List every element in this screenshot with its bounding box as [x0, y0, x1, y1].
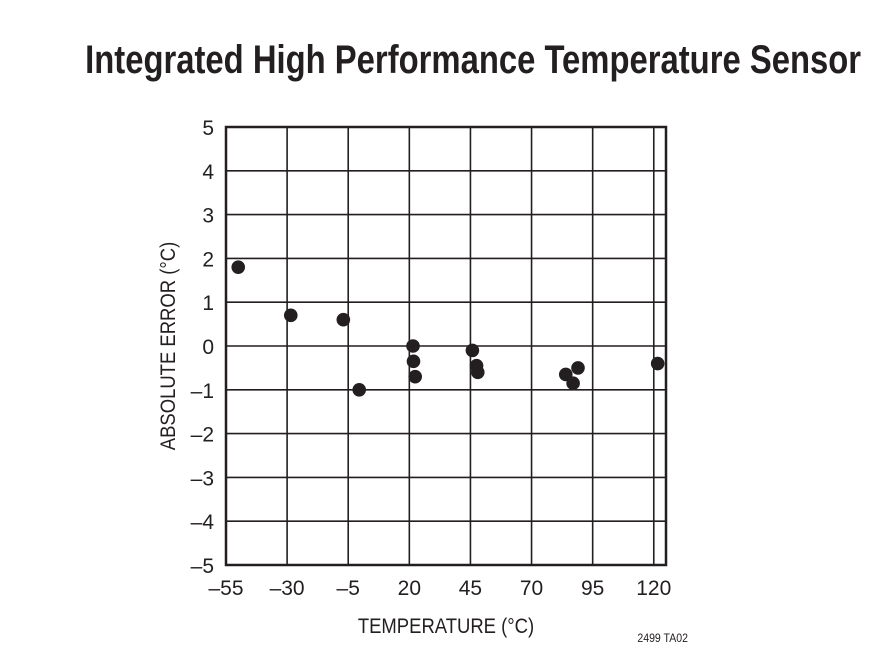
data-point [231, 260, 246, 274]
y-tick-label: –2 [191, 424, 214, 447]
x-tick-label: 20 [398, 577, 421, 600]
grid-lines [225, 126, 666, 566]
data-point [283, 308, 298, 323]
x-tick-label: 45 [459, 577, 482, 600]
figure-code: 2499 TA02 [637, 632, 688, 645]
data-point [650, 356, 665, 371]
x-tick-label: –5 [337, 577, 360, 600]
x-tick-label: –55 [208, 577, 243, 600]
x-tick-label: 120 [636, 577, 671, 600]
data-point [408, 369, 423, 384]
y-tick-label: –3 [191, 467, 214, 490]
data-point [406, 354, 421, 369]
data-point [336, 312, 351, 327]
data-points [231, 260, 665, 397]
x-axis-label: TEMPERATURE (°C) [358, 615, 534, 638]
chart-title: Integrated High Performance Temperature … [0, 38, 877, 83]
y-tick-label: 3 [202, 205, 214, 228]
y-tick-labels: 5 4 3 2 1 0 –1 –2 –3 –4 –5 [191, 117, 215, 578]
y-tick-label: –4 [191, 511, 215, 534]
x-tick-label: –30 [270, 577, 305, 600]
y-tick-label: 5 [202, 117, 214, 140]
data-point [406, 339, 420, 353]
data-point [470, 365, 485, 380]
y-tick-label: –5 [191, 555, 214, 578]
data-point [571, 361, 585, 375]
y-tick-label: –1 [191, 380, 214, 403]
x-tick-label: 70 [520, 577, 543, 600]
x-tick-labels: –55 –30 –5 20 45 70 95 120 [208, 577, 671, 600]
chart-title-text: Integrated High Performance Temperature … [85, 38, 862, 82]
y-tick-label: 0 [202, 336, 214, 359]
data-point [465, 343, 480, 358]
plot-frame [224, 125, 668, 567]
y-tick-label: 4 [202, 161, 214, 184]
y-axis-label: ABSOLUTE ERROR (°C) [157, 242, 180, 450]
data-point [566, 376, 580, 391]
x-tick-label: 95 [581, 577, 604, 600]
y-tick-label: 1 [202, 292, 214, 315]
y-tick-label: 2 [202, 248, 214, 271]
data-point [352, 383, 367, 397]
